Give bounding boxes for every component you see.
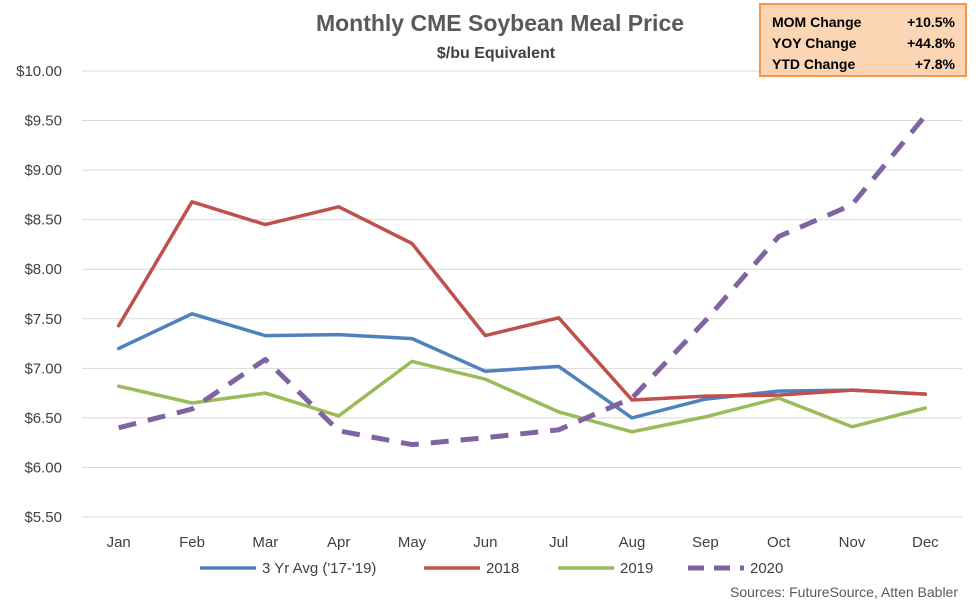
x-tick-label: Apr [327,534,350,551]
y-tick-label: $7.00 [24,360,62,377]
series-line-1 [116,200,928,402]
x-tick-label: Sep [692,534,719,551]
x-tick-label: Aug [619,534,646,551]
x-tick-label: Jun [473,534,497,551]
stats-label: YTD Change [772,56,855,72]
source-note: Sources: FutureSource, Atten Babler [730,584,958,600]
stats-label: YOY Change [772,35,857,51]
x-tick-label: May [398,534,427,551]
x-tick-label: Jan [107,534,131,551]
legend-label-2: 2019 [620,560,653,577]
y-tick-label: $8.50 [24,212,62,229]
y-tick-label: $9.00 [24,162,62,179]
series-line-3 [118,114,928,448]
legend-label-1: 2018 [486,560,519,577]
y-tick-label: $5.50 [24,509,62,526]
stats-box-background [759,3,967,77]
legend: 3 Yr Avg ('17-'19) 2018 2019 2020 [200,560,783,577]
x-tick-label: Feb [179,534,205,551]
stats-value: +10.5% [907,14,955,30]
x-tick-label: Oct [767,534,791,551]
stats-value: +44.8% [907,35,955,51]
x-tick-label: Mar [252,534,278,551]
legend-label-3: 2020 [750,560,783,577]
stats-value: +7.8% [915,56,956,72]
series-line-0 [116,312,928,420]
plot-area [116,114,928,448]
chart-subtitle: $/bu Equivalent [437,45,556,62]
y-tick-label: $7.50 [24,311,62,328]
y-tick-label: $6.00 [24,459,62,476]
x-tick-label: Dec [912,534,939,551]
x-axis: Jan Feb Mar Apr May Jun Jul Aug Sep Oct Nov Dec [107,534,940,551]
grid-lines [82,70,962,518]
legend-label-0: 3 Yr Avg ('17-'19) [262,560,376,577]
y-axis: $5.50 $6.00 $6.50 $7.00 $7.50 $8.00 $8.50 $9.00… [16,63,62,526]
x-tick-label: Nov [839,534,866,551]
y-tick-label: $10.00 [16,63,62,80]
series-line-2 [116,359,928,434]
stats-label: MOM Change [772,14,862,30]
y-tick-label: $8.00 [24,261,62,278]
x-tick-label: Jul [549,534,568,551]
stats-box: MOM Change +10.5% YOY Change +44.8% YTD Chan… [759,3,967,77]
y-tick-label: $6.50 [24,410,62,427]
chart-title: Monthly CME Soybean Meal Price [316,10,684,36]
y-tick-label: $9.50 [24,113,62,130]
